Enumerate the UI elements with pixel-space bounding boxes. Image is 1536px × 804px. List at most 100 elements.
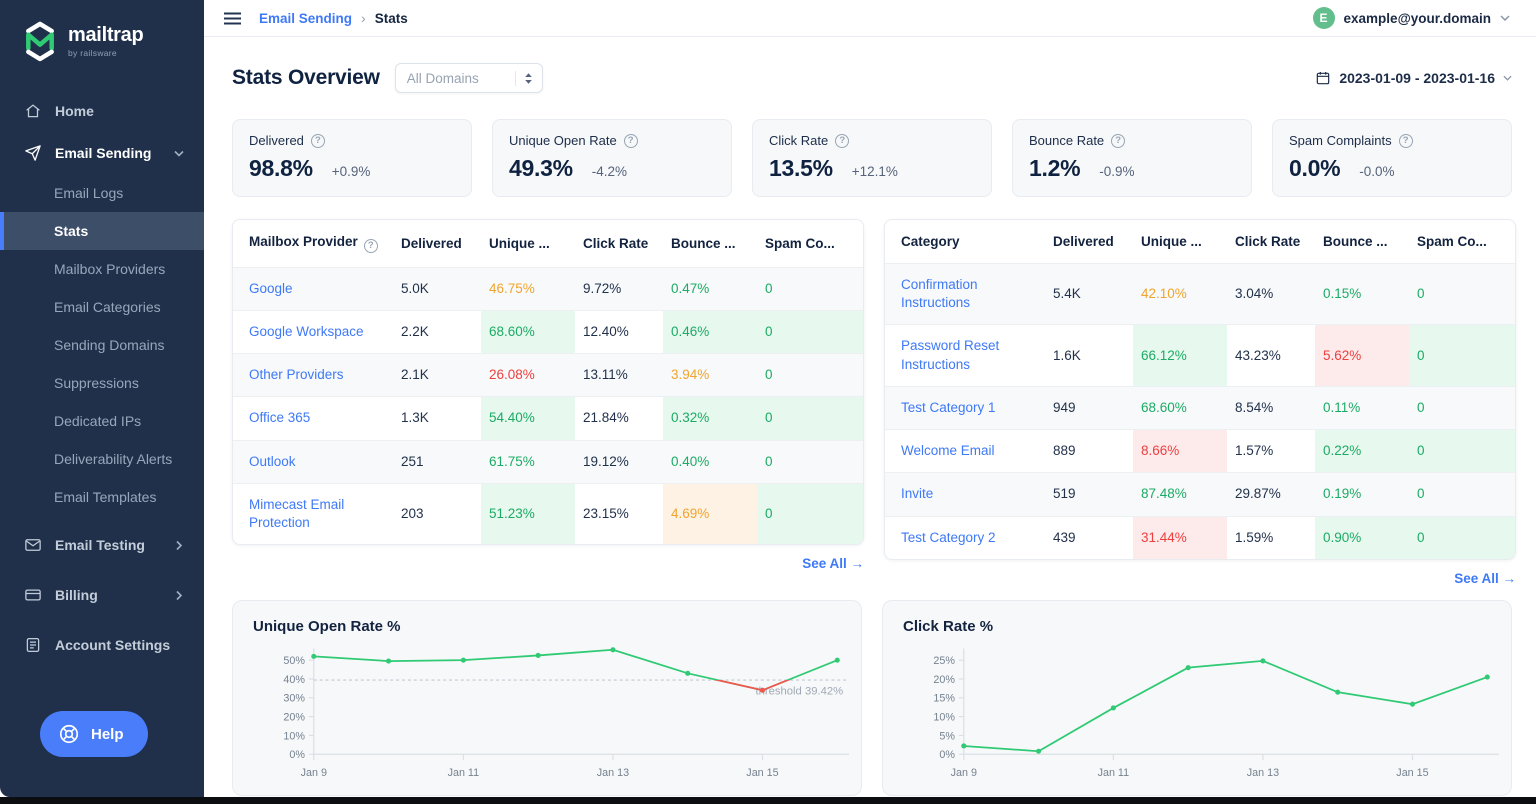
sidebar-item-sending-domains[interactable]: Sending Domains bbox=[54, 337, 165, 353]
sidebar-item-dedicated-ips[interactable]: Dedicated IPs bbox=[54, 413, 142, 429]
column-header-delivered: Delivered bbox=[401, 235, 462, 251]
column-header-click-rate: Click Rate bbox=[583, 235, 649, 251]
svg-text:Jan 11: Jan 11 bbox=[448, 767, 480, 779]
table-cell: 519 bbox=[1045, 472, 1133, 517]
row-link[interactable]: Google bbox=[233, 267, 393, 311]
sidebar-item-email-categories[interactable]: Email Categories bbox=[54, 299, 161, 315]
table-cell: 0.32% bbox=[663, 396, 757, 441]
column-header-unique: Unique ... bbox=[489, 235, 550, 251]
sidebar-item-email-testing[interactable]: Email Testing bbox=[0, 524, 204, 566]
stat-card-spam-complaints: Spam Complaints ? 0.0% -0.0% bbox=[1272, 119, 1512, 197]
column-header-spam-co: Spam Co... bbox=[765, 235, 835, 251]
table-cell: 0 bbox=[757, 310, 863, 354]
topbar: Email Sending › Stats E example@your.dom… bbox=[204, 0, 1536, 37]
user-email: example@your.domain bbox=[1343, 10, 1491, 26]
sidebar-item-email-logs[interactable]: Email Logs bbox=[54, 185, 124, 201]
table-cell: 8.54% bbox=[1227, 386, 1315, 430]
table-cell: 0 bbox=[1409, 472, 1515, 517]
sidebar-item-billing[interactable]: Billing bbox=[0, 574, 204, 616]
logo-tagline: by railsware bbox=[68, 47, 117, 58]
chevron-right-icon bbox=[176, 590, 183, 600]
help-icon[interactable]: ? bbox=[1398, 133, 1413, 148]
domain-filter-value: All Domains bbox=[406, 70, 479, 86]
sidebar-item-stats[interactable]: Stats bbox=[0, 212, 204, 250]
stat-delta: +12.1% bbox=[851, 164, 898, 179]
line-chart-svg: 0% 10% 20% 30% 40% 50% Jan 9 Jan 11 Jan 13 Jan 15… bbox=[283, 646, 850, 779]
stat-delta: +0.9% bbox=[331, 164, 371, 179]
svg-text:Jan 15: Jan 15 bbox=[1396, 767, 1428, 779]
row-link[interactable]: Outlook bbox=[233, 440, 393, 484]
table-cell: 0 bbox=[757, 396, 863, 441]
table-cell: 5.0K bbox=[393, 267, 481, 311]
help-icon[interactable]: ? bbox=[363, 238, 378, 253]
date-range-picker[interactable]: 2023-01-09 - 2023-01-16 bbox=[1315, 70, 1512, 86]
mailtrap-logo[interactable]: mailtrap by railsware bbox=[0, 0, 204, 62]
row-link[interactable]: Test Category 1 bbox=[885, 386, 1045, 430]
row-link[interactable]: Other Providers bbox=[233, 353, 393, 397]
help-icon[interactable]: ? bbox=[835, 133, 850, 148]
domain-filter-select[interactable]: All Domains bbox=[394, 63, 543, 93]
breadcrumb-current: Stats bbox=[374, 10, 408, 26]
table-cell: 26.08% bbox=[481, 353, 575, 397]
help-icon[interactable]: ? bbox=[623, 133, 638, 148]
help-icon[interactable]: ? bbox=[1111, 133, 1126, 148]
stat-cards: Delivered ? 98.8% +0.9% Unique Open Rate… bbox=[232, 119, 1512, 197]
sidebar: mailtrap by railsware Home Email Sending… bbox=[0, 0, 204, 797]
sidebar-item-mailbox-providers[interactable]: Mailbox Providers bbox=[54, 261, 166, 277]
user-menu[interactable]: E example@your.domain bbox=[1312, 7, 1510, 29]
content: Stats Overview All Domains 2023-01-09 - … bbox=[204, 37, 1536, 796]
svg-text:10%: 10% bbox=[283, 730, 305, 742]
row-link[interactable]: Mimecast Email Protection bbox=[249, 496, 345, 531]
table-row: Confirmation Instructions 5.4K 42.10% 3.04%… bbox=[885, 263, 1515, 325]
table-cell: 0 bbox=[1409, 429, 1515, 473]
svg-text:Jan 13: Jan 13 bbox=[597, 767, 629, 779]
table-cell: 4.69% bbox=[663, 483, 757, 545]
table-cell: 68.60% bbox=[1133, 386, 1227, 430]
select-divider bbox=[514, 70, 516, 86]
see-all-link-providers[interactable]: See All → bbox=[802, 556, 864, 572]
row-link[interactable]: Confirmation Instructions bbox=[885, 263, 1045, 325]
table-row: Office 365 1.3K 54.40% 21.84% 0.32% 0 bbox=[233, 396, 863, 441]
table-cell: 51.23% bbox=[481, 483, 575, 545]
sidebar-item-account-settings[interactable]: Account Settings bbox=[0, 624, 204, 666]
stat-label: Unique Open Rate bbox=[509, 133, 617, 148]
hamburger-menu-icon[interactable] bbox=[224, 12, 241, 25]
row-link[interactable]: Welcome Email bbox=[901, 443, 995, 459]
sidebar-item-home[interactable]: Home bbox=[0, 90, 204, 132]
row-link[interactable]: Invite bbox=[885, 472, 1045, 517]
table-cell: 1.59% bbox=[1235, 529, 1274, 545]
table-row: Outlook 251 61.75% 19.12% 0.40% 0 bbox=[233, 440, 863, 484]
help-button[interactable]: Help bbox=[40, 711, 148, 757]
sidebar-item-email-templates[interactable]: Email Templates bbox=[54, 489, 157, 505]
row-link[interactable]: Test Category 2 bbox=[901, 529, 996, 545]
sidebar-item-email-sending[interactable]: Email Sending bbox=[0, 132, 204, 174]
table-cell: 1.57% bbox=[1235, 443, 1274, 459]
table-cell: 0.47% bbox=[663, 267, 757, 311]
help-icon[interactable]: ? bbox=[310, 133, 325, 148]
see-all-link-categories[interactable]: See All → bbox=[1454, 570, 1516, 586]
credit-card-icon bbox=[25, 589, 41, 601]
row-link[interactable]: Office 365 bbox=[249, 410, 311, 426]
table-row: Other Providers 2.1K 26.08% 13.11% 3.94% 0 bbox=[233, 353, 863, 397]
sidebar-item-suppressions[interactable]: Suppressions bbox=[54, 375, 139, 391]
page-title: Stats Overview bbox=[232, 66, 380, 89]
table-cell: 2.2K bbox=[401, 323, 429, 339]
chart-title: Unique Open Rate % bbox=[253, 617, 401, 635]
column-header-mailbox-provider: Mailbox Provider? bbox=[233, 220, 393, 267]
table-row: Invite 519 87.48% 29.87% 0.19% 0 bbox=[885, 472, 1515, 517]
row-link[interactable]: Password Reset Instructions bbox=[901, 338, 1000, 372]
sidebar-item-deliverability-alerts[interactable]: Deliverability Alerts bbox=[54, 451, 173, 467]
stat-delta: -0.0% bbox=[1359, 164, 1395, 179]
breadcrumb-email-sending[interactable]: Email Sending bbox=[259, 10, 353, 26]
help-label: Help bbox=[91, 725, 124, 743]
stat-card-unique-open-rate: Unique Open Rate ? 49.3% -4.2% bbox=[492, 119, 732, 197]
table-cell: 3.94% bbox=[663, 353, 757, 397]
row-link[interactable]: Google Workspace bbox=[249, 323, 364, 339]
life-ring-icon bbox=[59, 724, 79, 744]
chevron-right-icon bbox=[176, 540, 183, 550]
chart-title: Click Rate % bbox=[903, 617, 994, 635]
stat-value: 49.3% bbox=[509, 155, 573, 181]
table-cell: 0 bbox=[757, 353, 863, 397]
stat-value: 13.5% bbox=[769, 155, 833, 181]
